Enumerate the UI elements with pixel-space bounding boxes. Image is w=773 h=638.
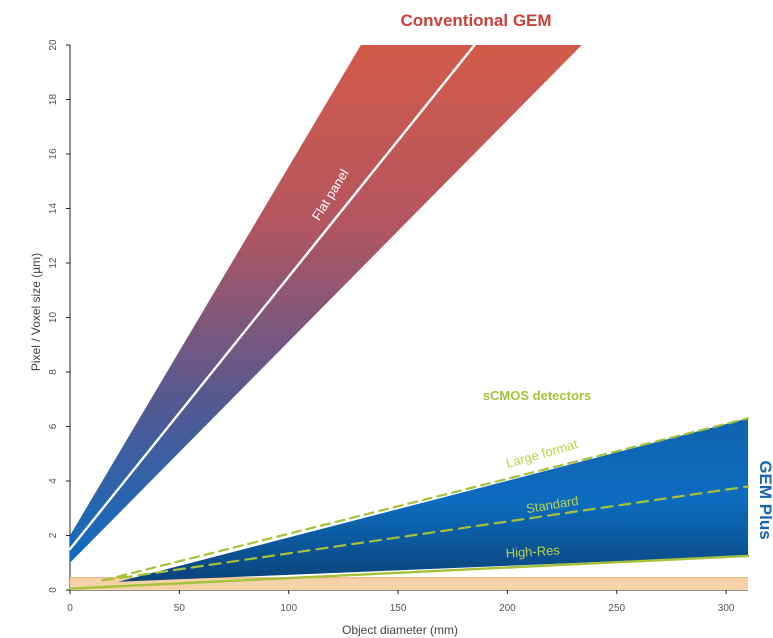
large-format-line <box>101 417 750 582</box>
y-tick-labels: 0 2 4 6 8 10 12 14 16 18 20 <box>48 39 70 593</box>
conventional-gem-label: Conventional GEM <box>400 11 551 30</box>
x-tick-label: 0 <box>67 603 73 614</box>
x-tick-label: 200 <box>499 603 516 614</box>
conventional-gem-area <box>70 45 582 563</box>
x-tick-label: 150 <box>390 603 407 614</box>
y-tick-label: 10 <box>48 312 59 324</box>
y-tick-label: 14 <box>48 203 59 215</box>
x-tick-label: 300 <box>718 603 735 614</box>
x-tick-labels: 0 50 100 150 200 250 300 <box>67 590 735 614</box>
scmos-detectors-label: sCMOS detectors <box>483 388 591 403</box>
y-tick-label: 8 <box>48 369 59 375</box>
y-tick-label: 20 <box>48 39 59 51</box>
gem-plus-area <box>118 418 749 582</box>
y-tick-label: 6 <box>48 423 59 429</box>
y-tick-label: 4 <box>48 478 59 484</box>
gem-plus-label: GEM Plus <box>756 460 773 539</box>
x-axis-title: Object diameter (mm) <box>342 623 458 637</box>
y-tick-label: 12 <box>48 257 59 269</box>
x-tick-label: 50 <box>174 603 186 614</box>
flat-panel-line <box>68 43 476 551</box>
high-res-label: High-Res <box>505 542 560 560</box>
plot-marks <box>68 43 750 590</box>
high-res-line <box>68 554 750 590</box>
x-tick-label: 250 <box>608 603 625 614</box>
x-tick-label: 100 <box>280 603 297 614</box>
y-tick-label: 16 <box>48 148 59 160</box>
standard-line <box>101 485 750 582</box>
y-tick-label: 2 <box>48 532 59 538</box>
y-tick-label: 0 <box>48 587 59 593</box>
y-tick-label: 18 <box>48 94 59 106</box>
y-axis-title: Pixel / Voxel size (µm) <box>29 253 43 371</box>
